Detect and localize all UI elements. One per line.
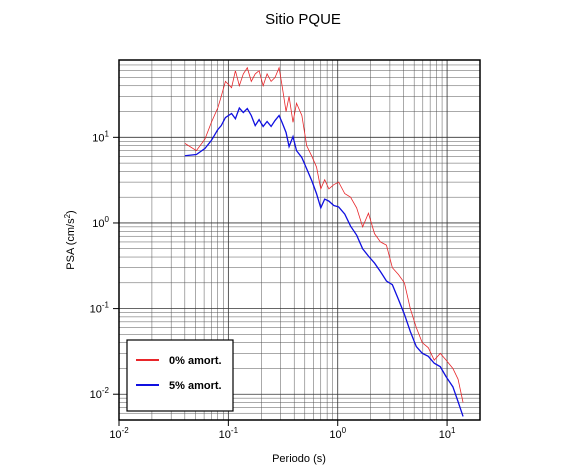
tick-exponent: -2 [122, 426, 130, 435]
chart-title: Sitio PQUE [265, 11, 341, 28]
x-tick-label: 10-2 [109, 426, 129, 441]
tick-exponent: -1 [102, 301, 110, 310]
tick-base: 10 [219, 429, 231, 441]
tick-exponent: 1 [451, 426, 456, 435]
tick-exponent: 0 [105, 215, 110, 224]
tick-base: 10 [92, 132, 104, 144]
legend-box [126, 339, 234, 412]
y-tick-label: 10-2 [90, 386, 110, 401]
tick-exponent: -2 [102, 386, 110, 395]
x-tick-label: 101 [439, 426, 456, 441]
tick-exponent: 1 [105, 129, 110, 138]
legend-label: 5% amort. [169, 380, 222, 392]
y-label-text: ) [65, 210, 77, 214]
legend-label: 0% amort. [169, 355, 222, 367]
y-tick-label: 10-1 [90, 301, 110, 316]
y-label-text: PSA (cm/s [65, 218, 77, 270]
tick-base: 10 [90, 304, 102, 316]
series-line [184, 66, 464, 403]
series-line [184, 106, 464, 417]
y-axis-label: PSA (cm/s2) [63, 210, 77, 269]
x-tick-label: 100 [329, 426, 346, 441]
plot-frame [118, 59, 481, 421]
tick-base: 10 [109, 429, 121, 441]
tick-base: 10 [90, 389, 102, 401]
x-tick-label: 10-1 [219, 426, 239, 441]
tick-base: 10 [329, 429, 341, 441]
y-tick-label: 100 [92, 215, 109, 230]
tick-base: 10 [92, 218, 104, 230]
y-tick-label: 101 [92, 129, 109, 144]
tick-exponent: 0 [342, 426, 347, 435]
x-axis-label: Periodo (s) [272, 453, 326, 465]
y-label-sup: 2 [63, 213, 72, 218]
tick-exponent: -1 [231, 426, 239, 435]
tick-base: 10 [439, 429, 451, 441]
